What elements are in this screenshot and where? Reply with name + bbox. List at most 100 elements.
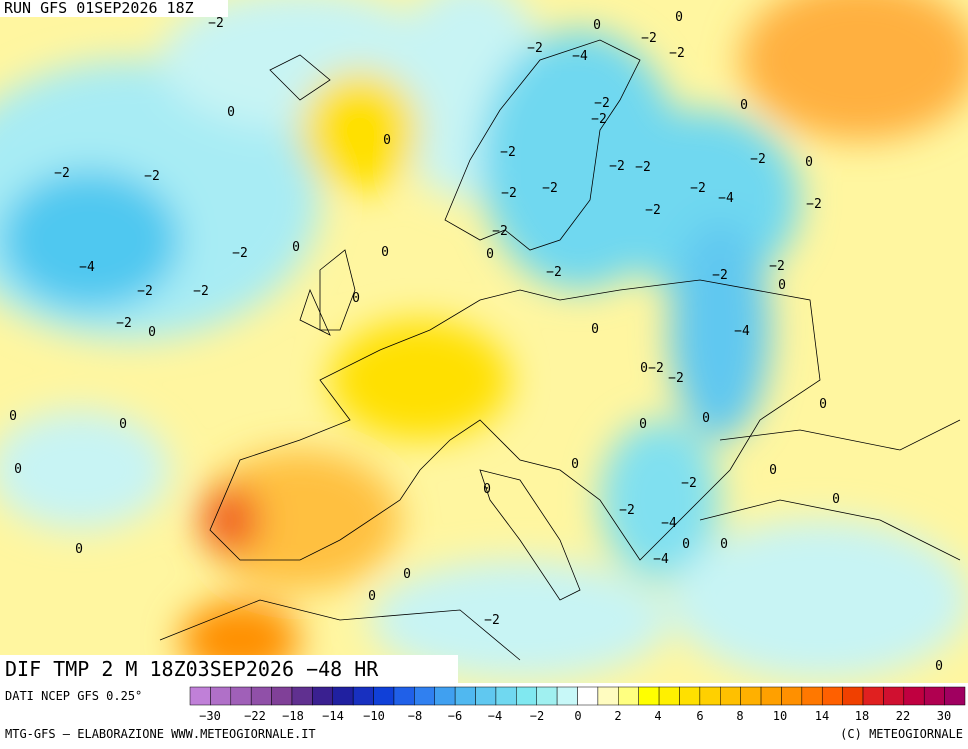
contour-label: 0: [935, 659, 943, 674]
colorbar-swatch: [781, 686, 803, 706]
contour-label: 0: [819, 397, 827, 412]
colorbar-swatch: [373, 686, 395, 706]
colorbar-swatch: [352, 686, 374, 706]
colorbar-swatch: [434, 686, 456, 706]
contour-label: −2: [527, 41, 543, 56]
contour-label: 0: [486, 247, 494, 262]
contour-label: −4: [572, 49, 588, 64]
colorbar-label: 30: [937, 709, 951, 723]
contour-label: −2: [619, 503, 635, 518]
contour-label: 0: [148, 325, 156, 340]
colorbar-label: 22: [896, 709, 910, 723]
colorbar-swatch: [801, 686, 823, 706]
colorbar-label: −2: [530, 709, 544, 723]
contour-label: 0: [9, 409, 17, 424]
colorbar-label: 14: [815, 709, 829, 723]
colorbar-label: 8: [736, 709, 743, 723]
colorbar-swatch: [903, 686, 925, 706]
contour-label: 0: [805, 155, 813, 170]
contour-label: −2: [116, 316, 132, 331]
contour-label: 0: [769, 463, 777, 478]
colorbar-swatch: [944, 686, 966, 706]
source: DATI NCEP GFS 0.25°: [5, 689, 142, 703]
colorbar-label: −18: [282, 709, 304, 723]
colorbar-label: 4: [654, 709, 661, 723]
anomaly-field: [0, 0, 968, 683]
contour-label: −2: [690, 181, 706, 196]
colorbar-label: −30: [199, 709, 221, 723]
contour-label: −2: [542, 181, 558, 196]
contour-label: −4: [79, 260, 95, 275]
colorbar-label: −14: [322, 709, 344, 723]
contour-label: −2: [668, 371, 684, 386]
contour-label: −2: [492, 224, 508, 239]
contour-label: 0: [227, 105, 235, 120]
contour-label: −2: [546, 265, 562, 280]
colorbar-label: −10: [363, 709, 385, 723]
contour-label: 0: [675, 10, 683, 25]
contour-label: 0: [381, 245, 389, 260]
contour-label: −2: [645, 203, 661, 218]
colorbar-swatch: [923, 686, 945, 706]
colorbar-swatch: [842, 686, 864, 706]
contour-label: 0: [682, 537, 690, 552]
colorbar-swatch: [577, 686, 599, 706]
contour-label: −2: [193, 284, 209, 299]
colorbar-swatch: [597, 686, 619, 706]
colorbar-label: −22: [244, 709, 266, 723]
colorbar-swatch: [414, 686, 435, 706]
colorbar-swatch: [271, 686, 293, 706]
contour-label: −2: [594, 96, 610, 111]
contour-label: −2: [591, 112, 607, 127]
colorbar-label: −6: [448, 709, 462, 723]
colorbar-swatch: [699, 686, 721, 706]
run-box: [0, 0, 228, 17]
contour-label: −2: [484, 613, 500, 628]
map-title: DIF TMP 2 M 18Z03SEP2026 −48 HR: [5, 657, 379, 681]
contour-label: −2: [137, 284, 153, 299]
colorbar-swatch: [618, 686, 639, 706]
contour-label: −2: [681, 476, 697, 491]
contour-label: −2: [609, 159, 625, 174]
contour-label: −2: [769, 259, 785, 274]
colorbar-swatch: [658, 686, 680, 706]
colorbar-swatch: [291, 686, 313, 706]
colorbar-label: 6: [696, 709, 703, 723]
run-label: RUN GFS 01SEP2026 18Z: [4, 0, 194, 17]
contour-label: −2: [712, 268, 728, 283]
colorbar-swatch: [720, 686, 741, 706]
colorbar-swatch: [862, 686, 884, 706]
contour-label: −4: [734, 324, 750, 339]
colorbar-label: 0: [574, 709, 581, 723]
colorbar-label: 2: [614, 709, 621, 723]
contour-label: 0: [383, 133, 391, 148]
contour-label: 0: [483, 482, 491, 497]
colorbar-swatch: [679, 686, 701, 706]
contour-label: −2: [54, 166, 70, 181]
colorbar-label: 18: [855, 709, 869, 723]
contour-label: 0: [593, 18, 601, 33]
colorbar-swatch: [883, 686, 905, 706]
contour-label: 0: [571, 457, 579, 472]
contour-label: 0: [75, 542, 83, 557]
contour-label: −2: [669, 46, 685, 61]
colorbar-swatch: [740, 686, 762, 706]
colorbar-swatch: [516, 686, 537, 706]
contour-label: −2: [806, 197, 822, 212]
colorbar-swatch: [495, 686, 517, 706]
colorbar-swatch: [536, 686, 558, 706]
contour-label: −4: [661, 516, 677, 531]
colorbar-swatch: [230, 686, 252, 706]
contour-label: 0: [702, 411, 710, 426]
contour-label: −4: [718, 191, 734, 206]
contour-label: 0: [292, 240, 300, 255]
contour-label: −2: [635, 160, 651, 175]
contour-label: −2: [500, 145, 516, 160]
contour-label: 0: [352, 291, 360, 306]
contour-label: −2: [750, 152, 766, 167]
colorbar-label: 10: [773, 709, 787, 723]
colorbar-swatch: [312, 686, 334, 706]
colorbar-label: −8: [408, 709, 422, 723]
contour-label: 0: [368, 589, 376, 604]
